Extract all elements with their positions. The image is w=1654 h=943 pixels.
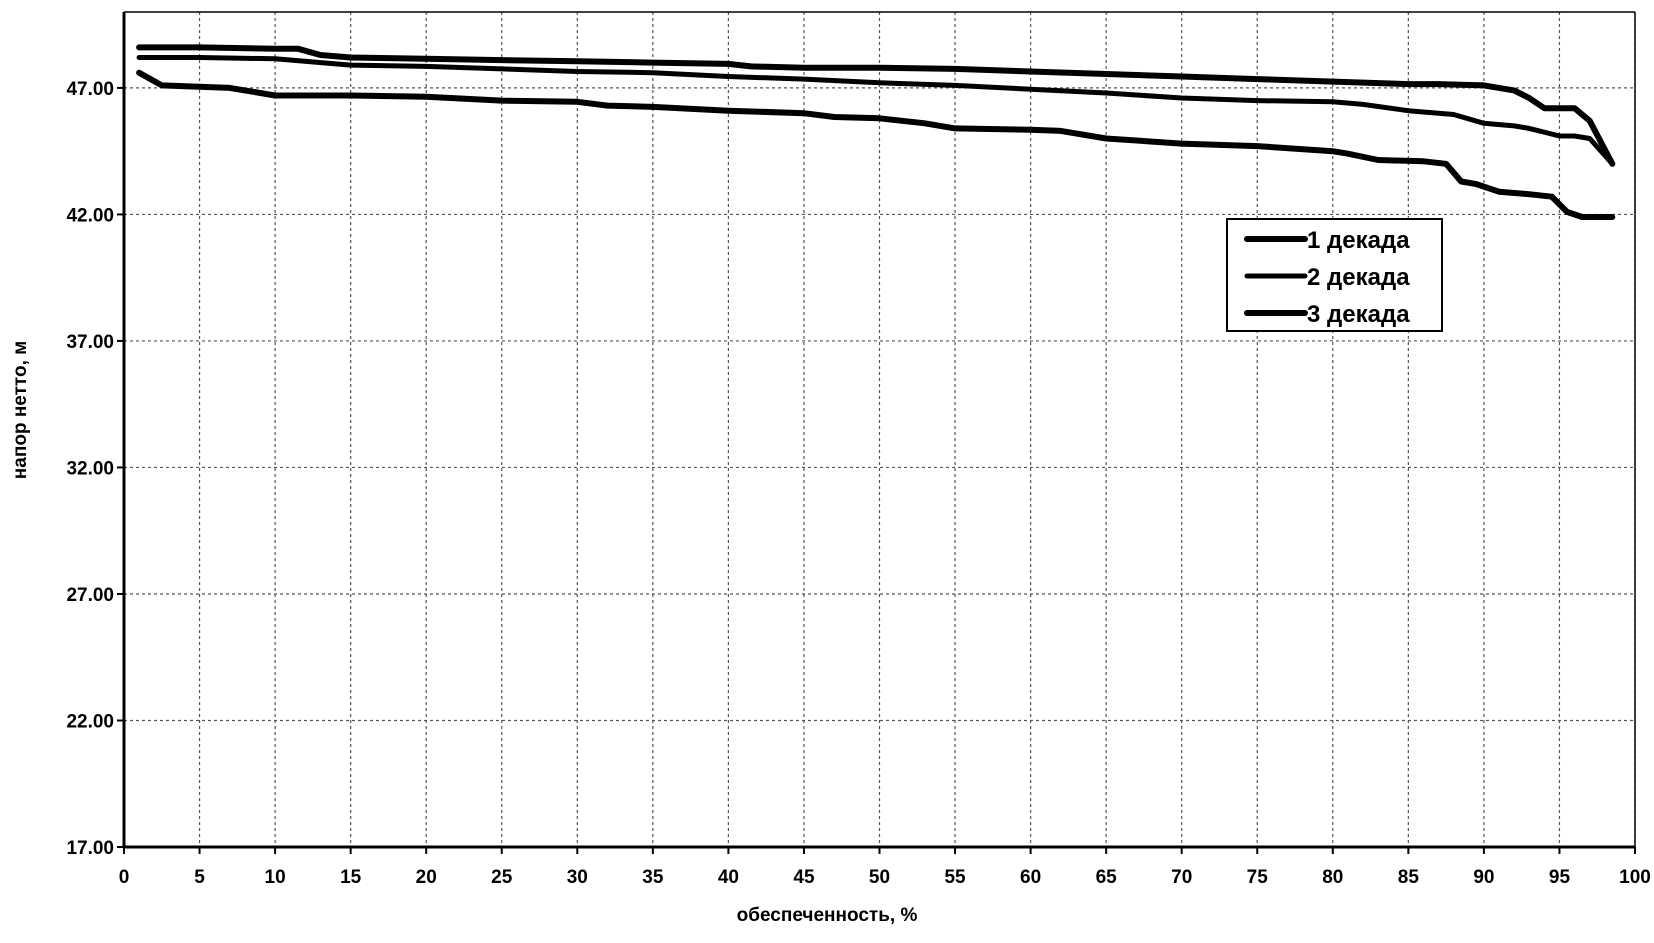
series-line-2 [136,55,1615,167]
x-tick-label: 60 [1020,867,1041,888]
x-tick-label: 50 [869,867,890,888]
x-tick-label: 75 [1247,867,1269,888]
y-tick-label: 27.00 [66,585,114,606]
legend-label-1: 1 декада [1307,227,1410,254]
y-tick-label: 17.00 [66,838,114,859]
x-tick-label: 65 [1096,867,1118,888]
x-axis-title: обеспеченность, % [737,905,918,926]
x-tick-label: 35 [642,867,664,888]
x-tick-label: 95 [1549,867,1571,888]
axes [117,11,1636,854]
series-line-3 [136,69,1616,220]
x-tick-label: 55 [944,867,966,888]
y-tick-label: 22.00 [66,711,114,732]
legend-label-3: 3 декада [1307,301,1410,328]
y-tick-label: 42.00 [66,205,114,226]
legend-label-2: 2 декада [1307,264,1410,291]
x-tick-label: 10 [265,867,286,888]
x-tick-label: 25 [491,867,513,888]
x-tick-label: 80 [1322,867,1343,888]
y-axis-title: напор нетто, м [10,341,31,479]
x-tick-label: 90 [1473,867,1494,888]
tick-labels: 0 5 10 15 20 25 30 35 40 45 50 55 60 65 70 75 80 85 90 95 10… [66,79,1650,888]
x-tick-label: 5 [194,867,205,888]
x-tick-label: 30 [567,867,588,888]
x-tick-label: 40 [718,867,739,888]
x-tick-label: 20 [416,867,437,888]
series-line-1 [136,44,1616,167]
x-tick-label: 100 [1619,867,1651,888]
y-tick-label: 37.00 [66,332,114,353]
legend: 1 декада 2 декада 3 декада [1226,218,1443,332]
y-tick-label: 32.00 [66,458,114,479]
x-tick-label: 0 [119,867,130,888]
series-lines [136,44,1616,220]
x-tick-label: 45 [793,867,815,888]
x-tick-label: 15 [340,867,362,888]
grid [124,12,1636,847]
x-tick-label: 85 [1398,867,1420,888]
y-tick-label: 47.00 [66,79,114,100]
x-tick-label: 70 [1171,867,1192,888]
